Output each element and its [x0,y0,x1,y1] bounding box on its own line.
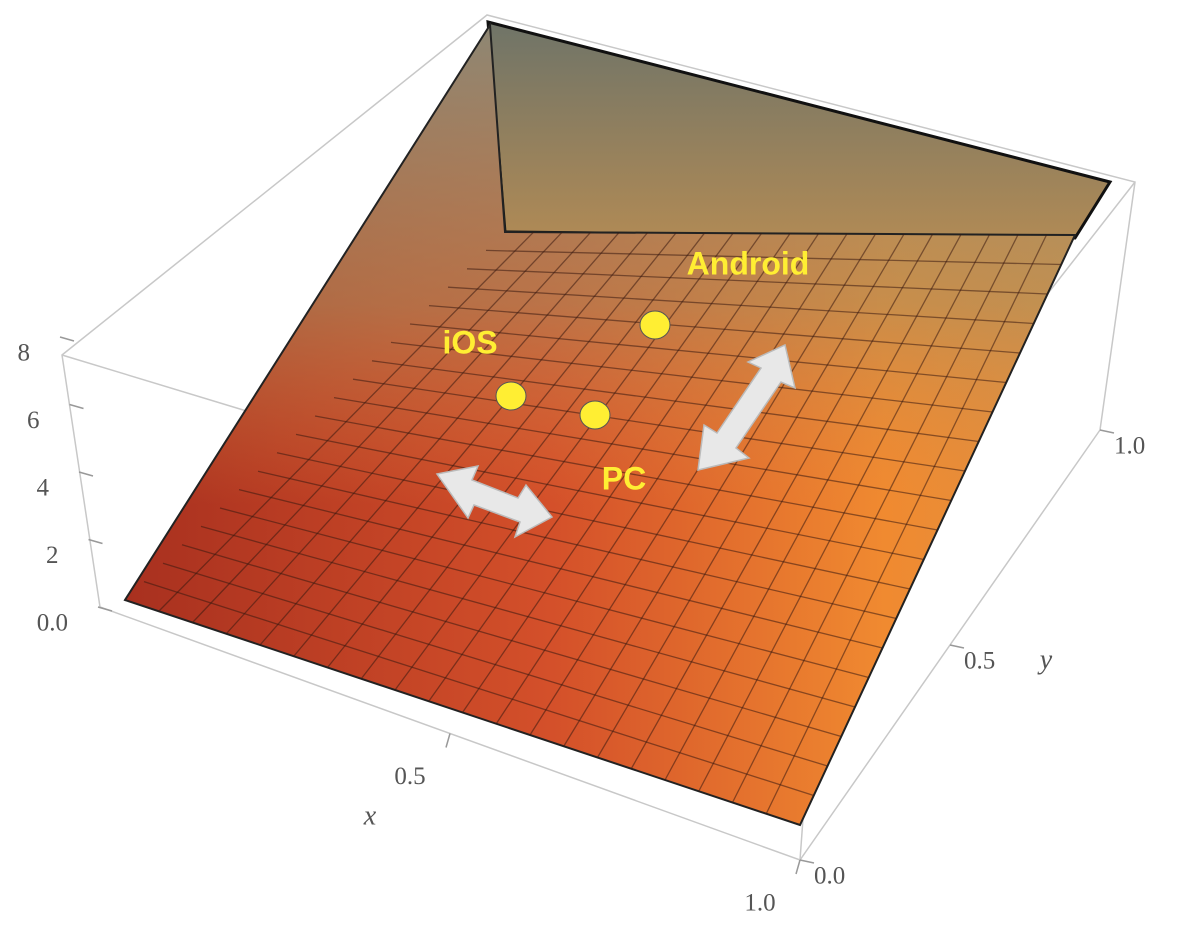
y-tick-mark [799,859,815,864]
mesh-line [596,233,905,758]
x-tick-mark [795,859,801,875]
z-tick-label: 0.0 [37,610,68,637]
mesh-line [765,234,1048,815]
x-tick-label: 0.5 [394,763,425,790]
x-axis-label: x [363,800,377,831]
arrows [435,343,797,539]
z-tick-label: 2 [46,542,59,569]
mesh-line [371,360,979,443]
surface-wall [486,20,1113,240]
mesh-line [314,415,938,531]
mesh-line [495,233,820,725]
mesh-line [466,268,1048,295]
z-tick-mark [97,606,113,612]
mesh-line [390,341,993,413]
surface-mesh [143,231,1062,815]
annotation-label: Android [687,245,810,281]
arrow-diagonal [697,343,797,471]
annotation-marker [495,381,527,411]
x-tick-label: 1.0 [744,890,775,917]
mesh-line [428,304,1021,354]
z-tick-label: 8 [18,340,31,367]
mesh-line [664,234,962,781]
y-axis-label: y [1037,644,1053,675]
y-tick-mark [1099,429,1115,434]
mesh-line [630,233,934,770]
z-tick-mark [59,336,75,342]
x-tick-mark [445,733,451,748]
mesh-line [352,378,966,472]
y-tick-mark [949,644,965,649]
mesh-line [485,249,1062,266]
z-tick-label: 6 [27,407,40,434]
annotation-label: PC [602,460,646,496]
y-tick-label: 0.5 [964,648,995,675]
z-tick-mark [69,403,84,410]
mesh-line [563,233,877,747]
mesh-line [529,233,848,736]
z-tick-mark [88,538,103,545]
mesh-line [333,396,952,502]
mesh-line [698,234,991,792]
mesh-line [731,234,1019,803]
annotation-marker [639,310,671,340]
mesh-line [447,286,1034,325]
annotation-marker [579,400,611,430]
annotation-label: iOS [442,324,497,360]
z-tick-mark [78,471,94,477]
mesh-line [409,323,1007,384]
y-tick-label: 1.0 [1114,433,1145,460]
y-tick-label: 0.0 [814,863,845,890]
arrow-horizontal [435,464,554,539]
z-tick-label: 4 [37,475,50,502]
